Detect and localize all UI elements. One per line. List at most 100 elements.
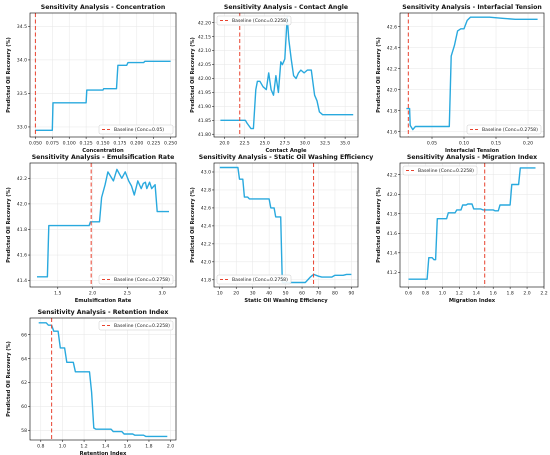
y-tick-label: 42.2 — [201, 241, 211, 247]
legend-box — [216, 274, 292, 285]
y-tick-label: 41.85 — [198, 118, 211, 124]
x-tick-label: 2.0 — [89, 291, 96, 297]
x-tick-label: 0.100 — [63, 141, 76, 147]
y-tick-label: 41.8 — [17, 227, 27, 233]
x-tick-label: 2.0 — [167, 444, 174, 450]
x-tick-label: 80 — [332, 291, 338, 297]
y-tick-label: 33.0 — [17, 125, 27, 131]
legend: Baseline (Conc=0.2258) — [98, 320, 174, 331]
x-tick-label: 0.200 — [130, 141, 143, 147]
y-tick-label: 41.95 — [198, 90, 211, 96]
y-axis-label: Predicted Oil Recovery (%) — [6, 37, 12, 113]
chart-panel-7: 0.8 1.0 1.2 1.4 1.6 1.8 2.0 58 60 62 64 66 Sensitivi… — [6, 309, 177, 455]
x-tick-label: 25.0 — [260, 141, 270, 147]
y-tick-label: 42.05 — [198, 62, 211, 68]
y-axis-label: Predicted Oil Recovery (%) — [376, 187, 382, 263]
y-tick-label: 34.5 — [17, 24, 27, 30]
x-tick-label: 0.175 — [113, 141, 126, 147]
x-tick-label: 1.8 — [145, 444, 152, 450]
x-tick-label: 0.050 — [29, 141, 42, 147]
x-tick-label: 1.2 — [456, 291, 463, 297]
x-tick-label: 1.5 — [54, 291, 61, 297]
x-tick-label: 1.8 — [506, 291, 513, 297]
series-line — [37, 168, 169, 278]
x-tick-label: 1.6 — [124, 444, 131, 450]
legend-label: Baseline (Conc=0.05) — [114, 127, 164, 133]
x-tick-label: 0.6 — [405, 291, 412, 297]
x-tick-label: 1.0 — [59, 444, 66, 450]
y-tick-label: 34.0 — [17, 58, 27, 64]
x-tick-label: 0.05 — [427, 141, 437, 147]
x-axis-label: Emulsification Rate — [75, 298, 132, 304]
x-tick-label: 70 — [316, 291, 322, 297]
y-tick-label: 41.6 — [387, 129, 397, 135]
x-tick-label: 2.2 — [540, 291, 547, 297]
series-line — [38, 322, 168, 438]
x-axis-label: Contact Angle — [265, 148, 307, 154]
x-tick-label: 90 — [348, 291, 354, 297]
plot-frame — [29, 162, 177, 288]
y-tick-label: 41.8 — [387, 211, 397, 217]
y-tick-label: 42.2 — [17, 176, 27, 182]
y-tick-label: 43.0 — [201, 170, 211, 176]
legend-box — [98, 124, 174, 135]
x-tick-label: 22.5 — [239, 141, 249, 147]
plot-frame — [399, 162, 545, 288]
plot-frame — [399, 12, 545, 138]
legend: Baseline (Conc=0.05) — [98, 124, 174, 135]
chart-title: Sensitivity Analysis - Concentration — [41, 4, 166, 11]
x-tick-label: 0.225 — [147, 141, 160, 147]
x-tick-label: 20 — [233, 291, 239, 297]
legend: Baseline (Conc=0.2258) — [216, 15, 292, 26]
y-axis-label: Predicted Oil Recovery (%) — [376, 37, 382, 113]
y-tick-label: 42.00 — [198, 76, 211, 82]
plot-frame — [29, 317, 177, 441]
x-tick-label: 0.15 — [491, 141, 501, 147]
y-tick-label: 41.90 — [198, 104, 211, 110]
x-tick-label: 50 — [283, 291, 289, 297]
y-tick-label: 42.6 — [387, 24, 397, 30]
chart-title: Sensitivity Analysis - Interfacial Tensi… — [402, 4, 542, 11]
chart-panel-6: 0.6 0.8 1.0 1.2 1.4 1.6 1.8 2.0 2.2 41.2 41.4 41.6 4… — [376, 154, 548, 304]
legend-label: Baseline (Conc=0.2258) — [114, 323, 170, 329]
chart-panel-5: 10 20 30 40 50 60 70 80 90 41.8 42.0 42.2 42.4 42.6 42… — [190, 154, 373, 304]
chart-title: Sensitivity Analysis - Emulsification Ra… — [32, 154, 175, 161]
x-tick-label: 0.10 — [459, 141, 469, 147]
series-line — [406, 16, 538, 131]
y-tick-label: 66 — [21, 332, 27, 338]
plot-frame — [213, 12, 359, 138]
x-axis-label: Concentration — [82, 148, 124, 154]
chart-panel-2: 20.0 22.5 25.0 27.5 30.0 32.5 35.0 41.80 41.85 41… — [190, 4, 359, 154]
x-tick-label: 3.0 — [158, 291, 165, 297]
x-tick-label: 2.5 — [124, 291, 131, 297]
x-tick-label: 10 — [217, 291, 223, 297]
y-tick-label: 41.6 — [387, 231, 397, 237]
x-tick-label: 1.0 — [439, 291, 446, 297]
legend-label: Baseline (Conc=0.2758) — [482, 127, 538, 133]
y-tick-label: 42.0 — [201, 259, 211, 265]
y-axis-label: Predicted Oil Recovery (%) — [6, 341, 12, 417]
x-axis-label: Interfacial Tension — [445, 148, 499, 154]
series-line — [408, 167, 536, 280]
y-tick-label: 42.0 — [17, 202, 27, 208]
y-axis-label: Predicted Oil Recovery (%) — [6, 187, 12, 263]
y-tick-label: 42.10 — [198, 48, 211, 54]
y-tick-label: 41.4 — [387, 250, 397, 256]
x-axis-label: Static Oil Washing Efficiency — [244, 298, 328, 304]
x-tick-label: 0.8 — [37, 444, 44, 450]
y-tick-label: 42.0 — [387, 192, 397, 198]
x-tick-label: 1.4 — [102, 444, 109, 450]
y-tick-label: 42.2 — [387, 66, 397, 72]
x-tick-label: 0.125 — [80, 141, 93, 147]
chart-title: Sensitivity Analysis - Migration Index — [407, 154, 537, 161]
series-line — [35, 60, 171, 132]
x-tick-label: 60 — [299, 291, 305, 297]
y-tick-label: 33.5 — [17, 91, 27, 97]
x-tick-label: 35.0 — [340, 141, 350, 147]
legend: Baseline (Conc=0.2758) — [466, 124, 542, 135]
chart-panel-1: 0.050 0.075 0.100 0.125 0.150 0.175 0.200 0.225… — [6, 4, 177, 154]
chart-title: Sensitivity Analysis - Static Oil Washin… — [199, 154, 373, 161]
x-tick-label: 1.2 — [80, 444, 87, 450]
legend-label: Baseline (Conc=0.2258) — [418, 168, 474, 174]
y-tick-label: 42.4 — [201, 223, 211, 229]
